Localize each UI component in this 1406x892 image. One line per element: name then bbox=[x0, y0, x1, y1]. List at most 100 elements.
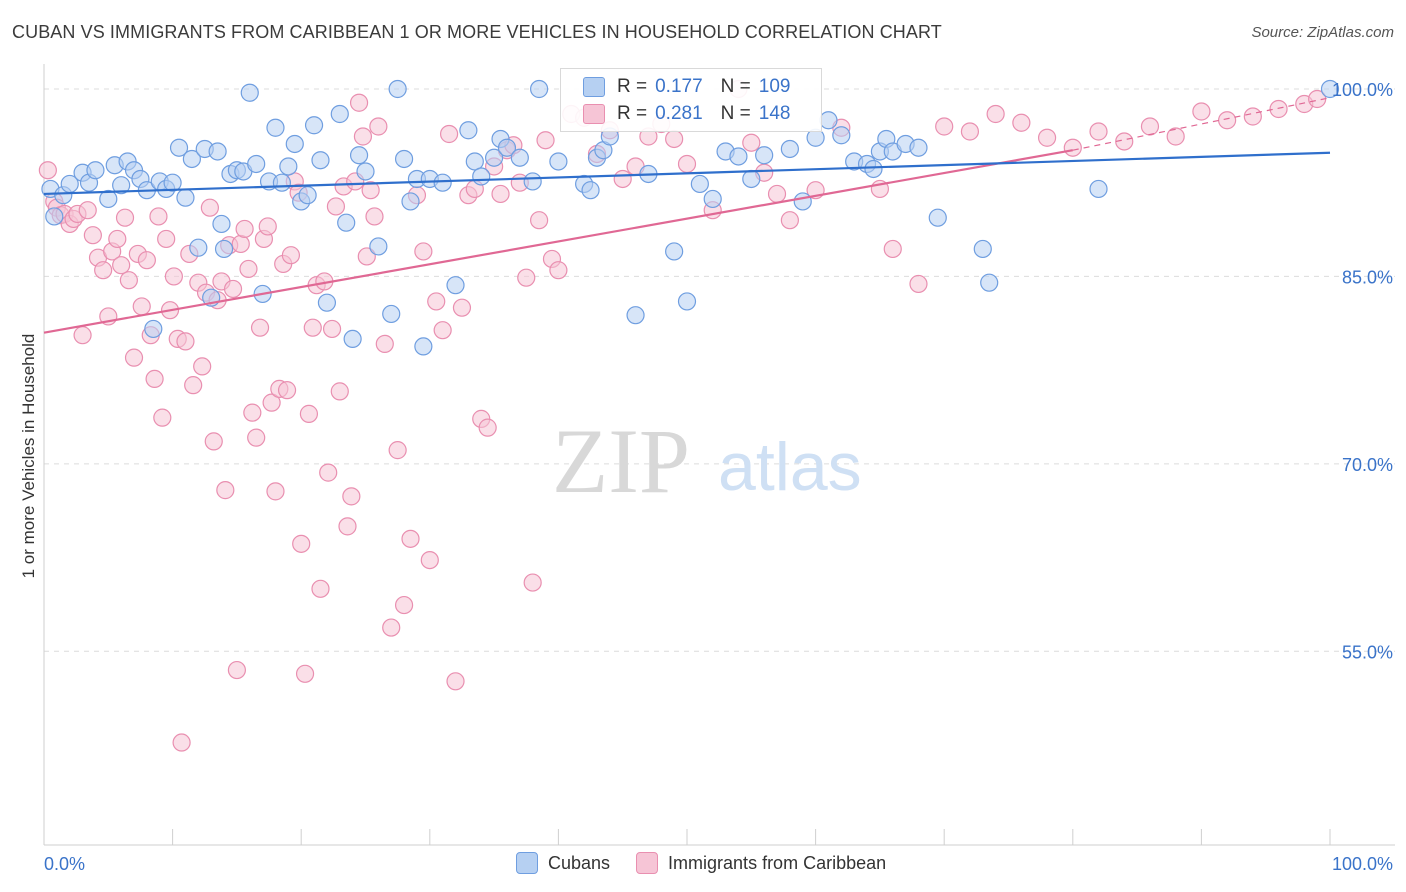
cubans-point bbox=[1089, 179, 1108, 199]
cubans-point bbox=[176, 188, 195, 207]
cubans-point bbox=[626, 306, 645, 325]
caribbean-point bbox=[446, 672, 465, 691]
y-axis-label: 1 or more Vehicles in Household bbox=[19, 334, 38, 579]
cubans-point bbox=[446, 276, 465, 295]
cubans-point bbox=[304, 116, 324, 135]
caribbean-point bbox=[549, 261, 568, 280]
caribbean-point bbox=[613, 169, 632, 189]
caribbean-point bbox=[250, 318, 270, 337]
caribbean-point bbox=[1140, 117, 1160, 136]
y-tick-label: 70.0% bbox=[1342, 455, 1393, 475]
caribbean-point bbox=[112, 256, 131, 275]
caribbean-point bbox=[536, 131, 555, 150]
caribbean-point bbox=[319, 463, 338, 482]
cubans-point bbox=[465, 152, 484, 171]
legend-r-value: 0.177 bbox=[655, 76, 703, 97]
cubans-point bbox=[212, 214, 231, 234]
caribbean-point bbox=[414, 242, 433, 261]
caribbean-point bbox=[292, 534, 311, 553]
caribbean-point bbox=[1269, 99, 1288, 119]
caribbean-point bbox=[38, 161, 57, 180]
cubans-point bbox=[703, 189, 722, 209]
cubans-point bbox=[1320, 79, 1340, 99]
caribbean-point bbox=[231, 234, 250, 254]
cubans-point bbox=[973, 239, 992, 259]
cubans-point bbox=[285, 134, 304, 154]
caribbean-point bbox=[742, 133, 761, 152]
y-tick-label: 85.0% bbox=[1342, 267, 1393, 287]
caribbean-point bbox=[153, 408, 172, 427]
legend-item-caribbean[interactable]: Immigrants from Caribbean bbox=[636, 852, 886, 874]
caribbean-point bbox=[1037, 128, 1057, 147]
cubans-point bbox=[86, 161, 105, 180]
caribbean-point bbox=[172, 733, 191, 752]
cubans-point bbox=[214, 239, 234, 259]
caribbean-point bbox=[227, 660, 246, 680]
cubans-point bbox=[864, 159, 883, 179]
series-legend: Cubans Immigrants from Caribbean bbox=[516, 852, 912, 874]
cubans-point bbox=[742, 169, 761, 189]
caribbean-point bbox=[322, 319, 342, 339]
legend-item-cubans[interactable]: Cubans bbox=[516, 852, 610, 874]
cubans-point bbox=[349, 146, 369, 165]
caribbean-point bbox=[73, 326, 92, 345]
caribbean-point bbox=[478, 418, 497, 437]
cubans-point bbox=[279, 157, 298, 176]
caribbean-point bbox=[311, 579, 330, 598]
legend-swatch-blue bbox=[583, 77, 605, 97]
caribbean-point bbox=[677, 154, 697, 174]
caribbean-point bbox=[258, 217, 277, 236]
cubans-point bbox=[401, 192, 420, 211]
caribbean-point bbox=[303, 318, 322, 337]
caribbean-point bbox=[124, 348, 144, 367]
caribbean-point bbox=[780, 211, 799, 230]
cubans-point bbox=[99, 189, 118, 209]
caribbean-point bbox=[960, 122, 980, 141]
cubans-point bbox=[247, 154, 266, 174]
caribbean-point bbox=[277, 381, 297, 400]
caribbean-point bbox=[115, 208, 135, 227]
cubans-point bbox=[272, 173, 292, 192]
cubans-point bbox=[45, 207, 64, 226]
caribbean-point bbox=[401, 529, 420, 548]
caribbean-point bbox=[394, 595, 414, 615]
legend-r-label: R = bbox=[617, 76, 648, 97]
cubans-point bbox=[665, 242, 684, 261]
caribbean-point bbox=[184, 376, 203, 395]
legend-row-cubans: R = 0.177 N = 109 bbox=[583, 74, 808, 100]
caribbean-point bbox=[295, 664, 315, 683]
cubans-point bbox=[169, 138, 189, 157]
cubans-point bbox=[523, 172, 542, 191]
cubans-point bbox=[343, 329, 362, 349]
caribbean-point bbox=[357, 247, 376, 266]
caribbean-point bbox=[382, 618, 401, 637]
caribbean-point bbox=[909, 274, 928, 294]
cubans-point bbox=[298, 186, 317, 205]
legend-r-value: 0.281 bbox=[655, 103, 703, 124]
caribbean-point bbox=[365, 207, 384, 226]
caribbean-point bbox=[353, 127, 373, 146]
caribbean-point bbox=[439, 124, 459, 144]
caribbean-point bbox=[78, 201, 97, 220]
y-tick-label: 55.0% bbox=[1342, 642, 1393, 662]
source-label: Source: ZipAtlas.com bbox=[1251, 24, 1394, 41]
cubans-point bbox=[530, 79, 549, 99]
legend-row-caribbean: R = 0.281 N = 148 bbox=[583, 101, 808, 127]
caribbean-point bbox=[1243, 107, 1262, 126]
caribbean-point bbox=[1115, 132, 1134, 151]
cubans-point bbox=[780, 139, 799, 159]
caribbean-point bbox=[83, 226, 102, 245]
caribbean-point bbox=[338, 517, 357, 536]
cubans-point bbox=[382, 304, 401, 324]
caribbean-point bbox=[281, 246, 301, 265]
caribbean-point bbox=[299, 404, 319, 423]
cubans-point bbox=[144, 319, 163, 339]
caribbean-point bbox=[94, 261, 113, 280]
cubans-point bbox=[394, 149, 414, 169]
caribbean-point bbox=[665, 129, 684, 149]
cubans-point bbox=[414, 337, 433, 356]
caribbean-point bbox=[935, 117, 954, 136]
caribbean-point bbox=[200, 198, 219, 217]
tick-labels: 100.0% 85.0% 70.0% 55.0% 0.0% 100.0% bbox=[44, 80, 1393, 874]
